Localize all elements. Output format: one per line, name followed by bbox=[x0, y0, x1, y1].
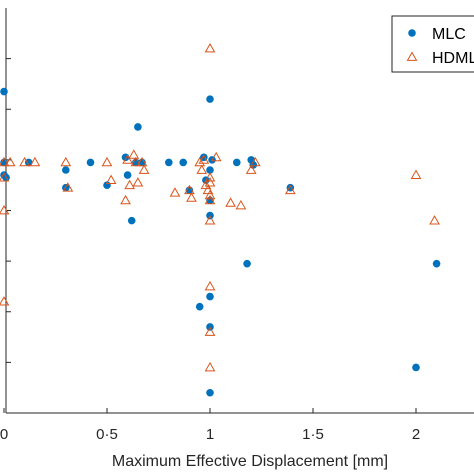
point-mlc bbox=[249, 161, 258, 169]
point-hdmlc bbox=[198, 154, 210, 164]
legend-marker-mlc bbox=[408, 29, 416, 37]
point-hdmlc bbox=[204, 189, 216, 200]
point-hdmlc bbox=[29, 156, 41, 167]
x-tick-label: 1·5 bbox=[302, 426, 324, 443]
point-hdmlc bbox=[204, 215, 216, 225]
point-hdmlc bbox=[204, 361, 216, 372]
point-mlc bbox=[206, 166, 214, 174]
point-mlc bbox=[134, 123, 142, 131]
point-mlc bbox=[62, 166, 70, 174]
point-hdmlc bbox=[204, 172, 216, 182]
point-hdmlc bbox=[235, 199, 247, 210]
point-hdmlc bbox=[136, 156, 148, 167]
x-tick-label: 2 bbox=[412, 426, 420, 443]
legend-label-hdmlc: HDMLC bbox=[432, 50, 474, 67]
point-mlc bbox=[0, 87, 8, 96]
point-hdmlc bbox=[204, 177, 216, 187]
point-hdmlc bbox=[225, 197, 236, 207]
point-hdmlc bbox=[138, 164, 150, 174]
point-mlc bbox=[206, 95, 214, 103]
data-points bbox=[0, 42, 441, 397]
legend-marker-hdmlc bbox=[406, 51, 418, 61]
point-hdmlc bbox=[0, 296, 10, 306]
x-axis-label: Maximum Effective Displacement [mm] bbox=[112, 453, 388, 470]
point-mlc bbox=[165, 158, 173, 167]
point-mlc bbox=[24, 158, 33, 167]
point-hdmlc bbox=[204, 326, 216, 336]
point-hdmlc bbox=[132, 177, 144, 187]
point-hdmlc bbox=[184, 184, 195, 195]
point-hdmlc bbox=[101, 156, 113, 167]
point-hdmlc bbox=[429, 215, 440, 225]
x-ticks: 0 0·5 1 1·5 2 bbox=[0, 408, 420, 443]
point-hdmlc bbox=[122, 154, 133, 164]
point-hdmlc bbox=[410, 169, 422, 179]
point-mlc bbox=[432, 259, 441, 268]
point-hdmlc bbox=[105, 174, 117, 184]
point-mlc bbox=[127, 216, 136, 225]
point-mlc bbox=[243, 259, 251, 268]
point-mlc bbox=[195, 302, 204, 311]
point-hdmlc bbox=[210, 151, 222, 162]
point-mlc bbox=[206, 388, 214, 397]
legend-box bbox=[391, 15, 474, 73]
point-hdmlc bbox=[169, 187, 181, 197]
point-hdmlc bbox=[186, 192, 197, 202]
point-hdmlc bbox=[60, 156, 72, 167]
point-hdmlc bbox=[249, 156, 261, 167]
point-hdmlc bbox=[124, 179, 136, 190]
point-hdmlc bbox=[204, 194, 216, 205]
x-tick-label: 0 bbox=[0, 426, 8, 443]
point-mlc bbox=[232, 158, 241, 167]
point-hdmlc bbox=[62, 182, 74, 192]
axes: 0 0·5 1 1·5 2 bbox=[0, 8, 474, 443]
point-hdmlc bbox=[19, 156, 30, 167]
point-hdmlc bbox=[0, 156, 10, 167]
point-hdmlc bbox=[128, 149, 140, 159]
point-hdmlc bbox=[0, 172, 10, 182]
legend-label-mlc: MLC bbox=[432, 26, 466, 43]
point-mlc bbox=[179, 158, 188, 167]
x-tick-label: 1 bbox=[206, 426, 214, 443]
point-mlc bbox=[412, 363, 420, 372]
point-mlc bbox=[123, 171, 132, 179]
point-mlc bbox=[206, 292, 214, 301]
point-hdmlc bbox=[204, 42, 216, 53]
point-hdmlc bbox=[245, 164, 257, 174]
point-hdmlc bbox=[284, 184, 296, 195]
legend: MLC HDMLC bbox=[391, 15, 474, 73]
point-hdmlc bbox=[194, 156, 206, 167]
point-hdmlc bbox=[120, 194, 131, 205]
point-hdmlc bbox=[204, 280, 216, 291]
point-hdmlc bbox=[4, 156, 16, 167]
point-hdmlc bbox=[196, 164, 208, 174]
point-hdmlc bbox=[130, 156, 142, 167]
point-hdmlc bbox=[0, 204, 10, 215]
x-tick-label: 0·5 bbox=[96, 426, 118, 443]
point-mlc bbox=[86, 158, 95, 167]
